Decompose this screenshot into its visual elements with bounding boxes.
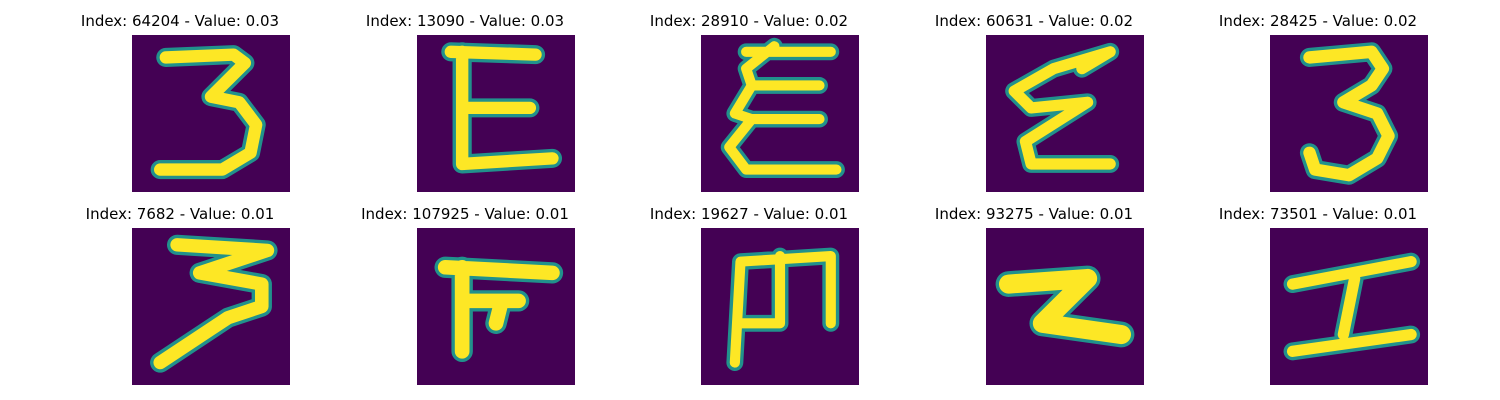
digit-image — [701, 228, 859, 385]
digit-image — [417, 35, 575, 192]
panel: Index: 13090 - Value: 0.03 — [315, 12, 615, 202]
panel-title: Index: 107925 - Value: 0.01 — [361, 205, 569, 223]
digit-image — [132, 35, 290, 192]
digit-image — [986, 228, 1144, 385]
panel-title: Index: 7682 - Value: 0.01 — [85, 205, 275, 223]
panel: Index: 28910 - Value: 0.02 — [599, 12, 899, 202]
digit-image — [417, 228, 575, 385]
digit-image — [132, 228, 290, 385]
panel-title: Index: 28910 - Value: 0.02 — [649, 12, 849, 30]
digit-image — [1270, 35, 1428, 192]
panel-title: Index: 13090 - Value: 0.03 — [365, 12, 565, 30]
digit-image — [986, 35, 1144, 192]
panel: Index: 19627 - Value: 0.01 — [599, 205, 899, 395]
panel: Index: 60631 - Value: 0.02 — [884, 12, 1184, 202]
panel: Index: 28425 - Value: 0.02 — [1168, 12, 1468, 202]
panel-title: Index: 28425 - Value: 0.02 — [1218, 12, 1418, 30]
digit-image — [701, 35, 859, 192]
panel: Index: 107925 - Value: 0.01 — [315, 205, 615, 395]
panel: Index: 93275 - Value: 0.01 — [884, 205, 1184, 395]
panel-title: Index: 19627 - Value: 0.01 — [649, 205, 849, 223]
panel-title: Index: 60631 - Value: 0.02 — [934, 12, 1134, 30]
panel: Index: 73501 - Value: 0.01 — [1168, 205, 1468, 395]
panel-title: Index: 73501 - Value: 0.01 — [1218, 205, 1418, 223]
panel: Index: 7682 - Value: 0.01 — [30, 205, 330, 395]
panel: Index: 64204 - Value: 0.03 — [30, 12, 330, 202]
digit-image — [1270, 228, 1428, 385]
panel-title: Index: 64204 - Value: 0.03 — [80, 12, 280, 30]
panel-title: Index: 93275 - Value: 0.01 — [934, 205, 1134, 223]
